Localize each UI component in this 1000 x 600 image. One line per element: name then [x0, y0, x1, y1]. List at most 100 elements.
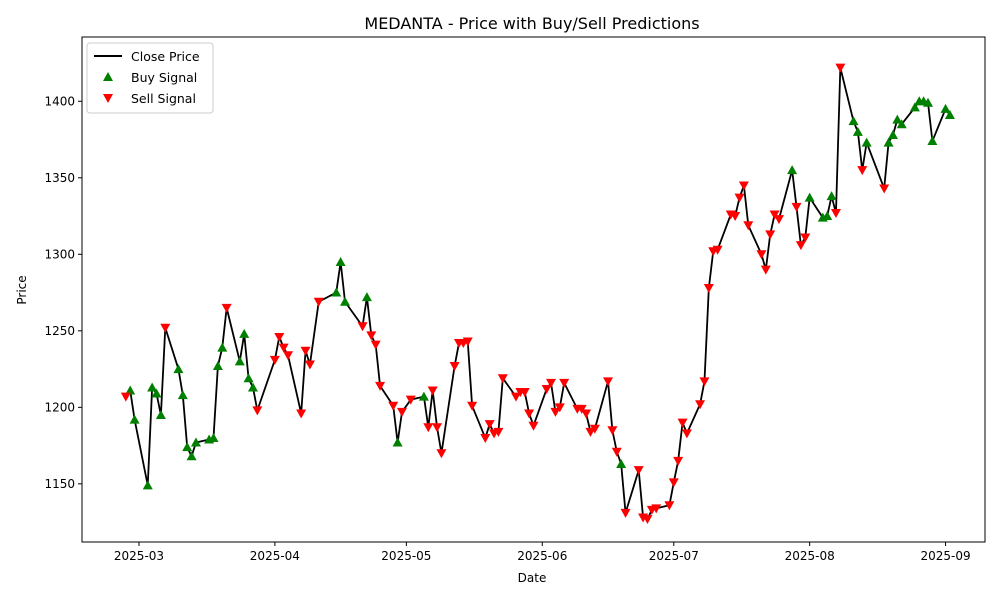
sell-signal-marker: [581, 409, 592, 419]
buy-signal-marker: [804, 192, 815, 202]
buy-signal-marker: [335, 256, 346, 266]
sell-signal-marker: [760, 265, 771, 275]
sell-signal-marker: [743, 221, 754, 231]
legend-box: [86, 42, 214, 114]
sell-signal-marker: [668, 478, 679, 488]
sell-signal-marker: [695, 400, 706, 410]
sell-signal-marker: [677, 418, 688, 428]
sell-signal-marker: [269, 355, 280, 365]
buy-signal-marker: [212, 361, 223, 371]
sell-signal-marker: [712, 245, 723, 255]
buy-signal-marker: [940, 103, 951, 113]
y-tick-label: 1200: [44, 400, 75, 414]
y-tick-label: 1400: [44, 94, 75, 108]
buy-signal-marker: [177, 390, 188, 400]
y-axis: 1150 1200 1250 1300 1350 1400: [44, 94, 82, 491]
sell-signal-marker: [510, 392, 521, 402]
x-tick-label: 2025-08: [785, 549, 835, 563]
sell-signal-marker: [221, 303, 232, 313]
sell-signal-marker: [449, 362, 460, 372]
sell-signal-marker: [699, 377, 710, 387]
x-axis: 2025-03 2025-04 2025-05 2025-06 2025-07 2025-…: [114, 542, 971, 563]
sell-signal-marker: [300, 346, 311, 356]
sell-signal-marker: [528, 421, 539, 431]
sell-signal-marker: [432, 423, 443, 433]
plot-area: [120, 63, 955, 525]
buy-signal-marker: [361, 292, 372, 302]
buy-signal-marker: [247, 382, 258, 392]
buy-signal-marker: [616, 458, 627, 468]
buy-signal-marker: [243, 373, 254, 383]
axes-frame: [81, 36, 986, 543]
sell-signal-marker: [550, 407, 561, 417]
sell-signal-marker: [524, 409, 535, 419]
buy-signal-marker: [896, 119, 907, 129]
sell-signal-marker: [405, 395, 416, 405]
sell-signal-marker: [830, 208, 841, 218]
buy-signal-marker: [125, 385, 136, 395]
sell-signal-marker: [730, 212, 741, 222]
chart-title: MEDANTA - Price with Buy/Sell Prediction…: [364, 14, 699, 33]
sell-signal-marker: [423, 423, 434, 433]
sell-signal-marker: [756, 250, 767, 260]
sell-signal-marker: [773, 215, 784, 225]
sell-signal-marker: [546, 378, 557, 388]
sell-signal-marker: [734, 193, 745, 203]
buy-signal-marker: [883, 137, 894, 147]
sell-signal-marker: [765, 230, 776, 240]
sell-signal-marker: [642, 515, 653, 525]
buy-signal-marker: [392, 437, 403, 447]
buy-signal-marker: [944, 110, 955, 120]
sell-signal-marker: [493, 427, 504, 437]
buy-signal-marker: [151, 388, 162, 398]
legend: Close Price Buy Signal Sell Signal: [86, 42, 214, 114]
sell-signal-marker: [427, 386, 438, 396]
y-tick-label: 1350: [44, 171, 75, 185]
sell-signal-marker: [589, 424, 600, 434]
y-tick-label: 1250: [44, 324, 75, 338]
sell-signal-marker: [633, 466, 644, 476]
x-tick-label: 2025-05: [381, 549, 431, 563]
buy-signal-marker: [418, 391, 429, 401]
buy-signal-marker: [217, 342, 228, 352]
sell-signal-marker: [738, 181, 749, 191]
legend-sell-signal-icon: [103, 94, 113, 103]
legend-buy-signal-icon: [103, 72, 113, 81]
x-tick-label: 2025-03: [114, 549, 164, 563]
sell-signal-marker: [274, 332, 285, 342]
buy-signal-marker: [923, 97, 934, 107]
sell-signal-marker: [467, 401, 478, 411]
x-tick-label: 2025-04: [250, 549, 300, 563]
sell-signal-marker: [357, 322, 368, 332]
legend-sell-signal-label: Sell Signal: [131, 91, 196, 106]
sell-signal-marker: [366, 331, 377, 341]
sell-signal-marker: [681, 429, 692, 439]
sell-signal-marker: [304, 360, 315, 370]
sell-signal-marker: [769, 210, 780, 220]
buy-signal-marker: [129, 414, 140, 424]
buy-signal-marker: [147, 382, 158, 392]
sell-signal-marker: [607, 426, 618, 436]
sell-signal-marker: [554, 403, 565, 413]
sell-signal-marker: [462, 337, 473, 347]
sell-signal-marker: [559, 378, 570, 388]
sell-signal-marker: [791, 202, 802, 212]
sell-signal-marker: [879, 184, 890, 194]
sell-signal-marker: [800, 233, 811, 243]
legend-buy-signal-label: Buy Signal: [131, 70, 197, 85]
sell-signal-marker: [673, 456, 684, 466]
sell-signal-marker: [278, 343, 289, 353]
buy-signal-marker: [887, 129, 898, 139]
sell-signal-marker: [375, 381, 386, 391]
sell-signal-marker: [436, 449, 447, 459]
buy-signal-marker: [340, 296, 351, 306]
sell-signal-marker: [835, 63, 846, 73]
buy-signal-marker: [826, 191, 837, 201]
buy-signal-marker: [142, 480, 153, 490]
sell-signal-marker: [795, 241, 806, 251]
sell-signal-marker: [497, 374, 508, 384]
x-tick-label: 2025-09: [920, 549, 970, 563]
sell-signal-marker: [603, 377, 614, 387]
buy-signal-marker: [909, 102, 920, 112]
